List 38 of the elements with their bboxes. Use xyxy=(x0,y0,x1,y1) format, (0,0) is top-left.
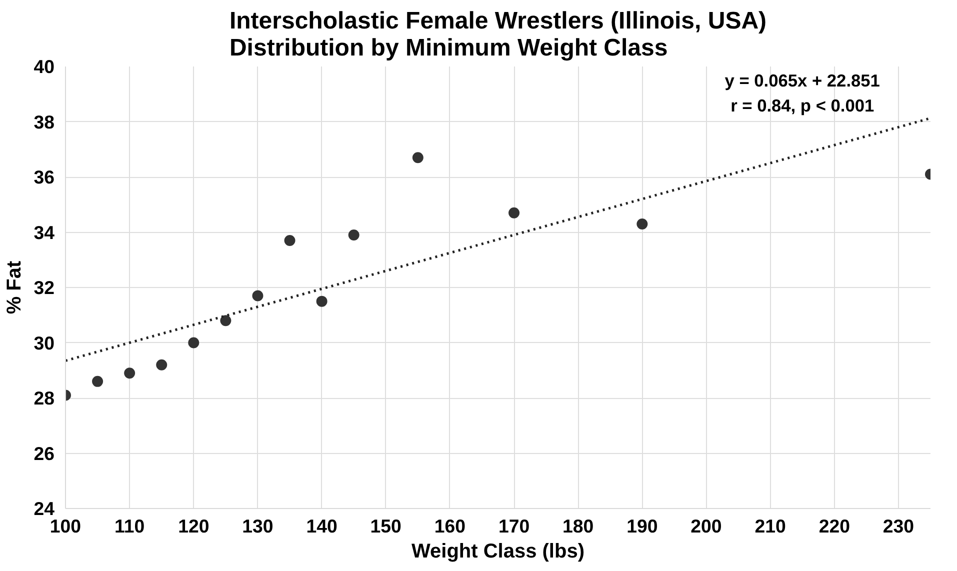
point xyxy=(284,235,296,246)
annotation: y = 0.065x + 22.851 xyxy=(724,70,880,91)
point xyxy=(316,296,328,307)
point xyxy=(636,218,648,230)
x-tick-label: 120 xyxy=(178,516,210,536)
y-axis-title: % Fat xyxy=(4,260,26,314)
x-tick-label: 130 xyxy=(242,516,274,536)
point xyxy=(92,376,104,387)
chart-title: Interscholastic Female Wrestlers (Illinois, USA) Distribution by Minimum Weight Class xyxy=(229,8,767,62)
y-tick-label: 34 xyxy=(34,222,56,243)
y-tick-label: 26 xyxy=(34,442,55,464)
x-axis-title: Weight Class (lbs) xyxy=(412,540,585,562)
x-tick-label: 220 xyxy=(818,516,850,536)
x-tick-label: 190 xyxy=(626,516,658,536)
x-tick-label: 160 xyxy=(434,516,466,536)
point xyxy=(252,290,264,302)
x-tick-label: 180 xyxy=(562,516,594,536)
y-tick-label: 36 xyxy=(34,166,55,188)
x-tick-label: 230 xyxy=(882,516,914,536)
annotation: r = 0.84, p < 0.001 xyxy=(730,96,874,116)
x-tick-label: 110 xyxy=(114,516,145,536)
y-tick-label: 28 xyxy=(34,388,55,408)
point xyxy=(508,207,520,218)
x-tick-label: 210 xyxy=(754,516,786,536)
point xyxy=(188,337,200,348)
y-tick-label: 30 xyxy=(34,332,55,354)
point xyxy=(156,359,168,370)
point xyxy=(124,368,136,379)
y-tick-label: 38 xyxy=(34,111,55,132)
point xyxy=(220,315,232,326)
y-tick-label: 32 xyxy=(34,277,55,298)
x-tick-label: 200 xyxy=(690,516,722,536)
point xyxy=(412,152,424,164)
x-tick-label: 170 xyxy=(498,516,530,536)
y-tick-label: 40 xyxy=(34,56,55,77)
x-tick-label: 150 xyxy=(370,516,402,536)
point xyxy=(348,230,360,241)
x-tick-label: 140 xyxy=(306,516,338,536)
